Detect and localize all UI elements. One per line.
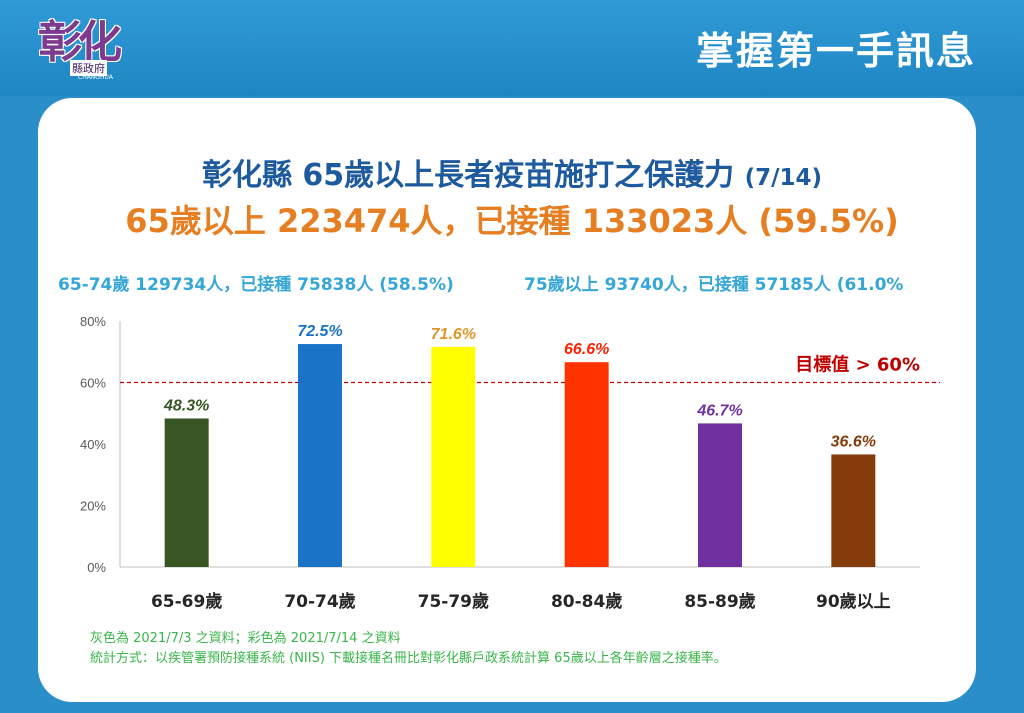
bar-value-label: 71.6% xyxy=(431,326,476,343)
bar-value-label: 46.7% xyxy=(696,402,742,419)
note-methodology: 統計方式：以疾管署預防接種系統 (NIIS) 下載接種名冊比對彰化縣戶政系統計算… xyxy=(90,651,727,666)
vaccination-bar-chart: 0% 20% 40% 60% 80% 目標值 > 60% 48.3% 65-69歲 72.5% 7… xyxy=(80,314,940,612)
logo-text: 彰化 xyxy=(38,17,122,68)
bar-value-label: 72.5% xyxy=(297,323,342,340)
y-tick-label: 60% xyxy=(80,376,106,391)
chart-title-date: (7/14) xyxy=(744,165,823,191)
x-category-label: 85-89歲 xyxy=(684,591,755,612)
chart-summary: 65歲以上 223474人，已接種 133023人 (59.5%) xyxy=(125,202,899,240)
top-banner: 彰化 縣政府 CHANGHUA 掌握第一手訊息 xyxy=(0,0,1024,96)
header-title: 掌握第一手訊息 xyxy=(695,29,976,73)
target-label: 目標值 > 60% xyxy=(795,354,920,376)
bar-2 xyxy=(298,344,342,567)
bar-value-label: 48.3% xyxy=(163,397,209,414)
y-tick-label: 80% xyxy=(80,314,106,329)
bar-value-label: 66.6% xyxy=(564,341,609,358)
logo-english: CHANGHUA xyxy=(78,74,113,81)
bar-3 xyxy=(431,346,476,567)
logo-subtext: 縣政府 xyxy=(70,60,107,76)
changhua-county-logo: 彰化 縣政府 CHANGHUA xyxy=(34,8,140,82)
subhead-65-74: 65-74歲 129734人，已接種 75838人 (58.5%) xyxy=(58,275,454,295)
chart-title-main: 彰化縣 65歲以上長者疫苗施打之保護力 xyxy=(201,158,735,193)
bar-1 xyxy=(164,418,209,567)
bar-value-label: 36.6% xyxy=(831,433,876,450)
subhead-75-plus: 75歲以上 93740人，已接種 57185人 (61.0% xyxy=(524,275,904,295)
x-category-label: 75-79歲 xyxy=(418,591,489,612)
x-category-label: 80-84歲 xyxy=(551,591,622,612)
y-tick-label: 20% xyxy=(80,499,106,514)
bar-6 xyxy=(831,454,876,567)
x-category-label: 65-69歲 xyxy=(151,591,222,612)
bar-5 xyxy=(698,423,742,567)
y-tick-label: 0% xyxy=(87,560,106,575)
note-data-dates: 灰色為 2021/7/3 之資料；彩色為 2021/7/14 之資料 xyxy=(90,631,401,646)
bar-4 xyxy=(564,362,609,567)
x-category-label: 70-74歲 xyxy=(284,591,355,612)
chart-title: 彰化縣 65歲以上長者疫苗施打之保護力 (7/14) xyxy=(0,150,1024,194)
content-card xyxy=(38,98,976,702)
y-tick-label: 40% xyxy=(80,437,106,452)
x-category-label: 90歲以上 xyxy=(816,591,891,612)
